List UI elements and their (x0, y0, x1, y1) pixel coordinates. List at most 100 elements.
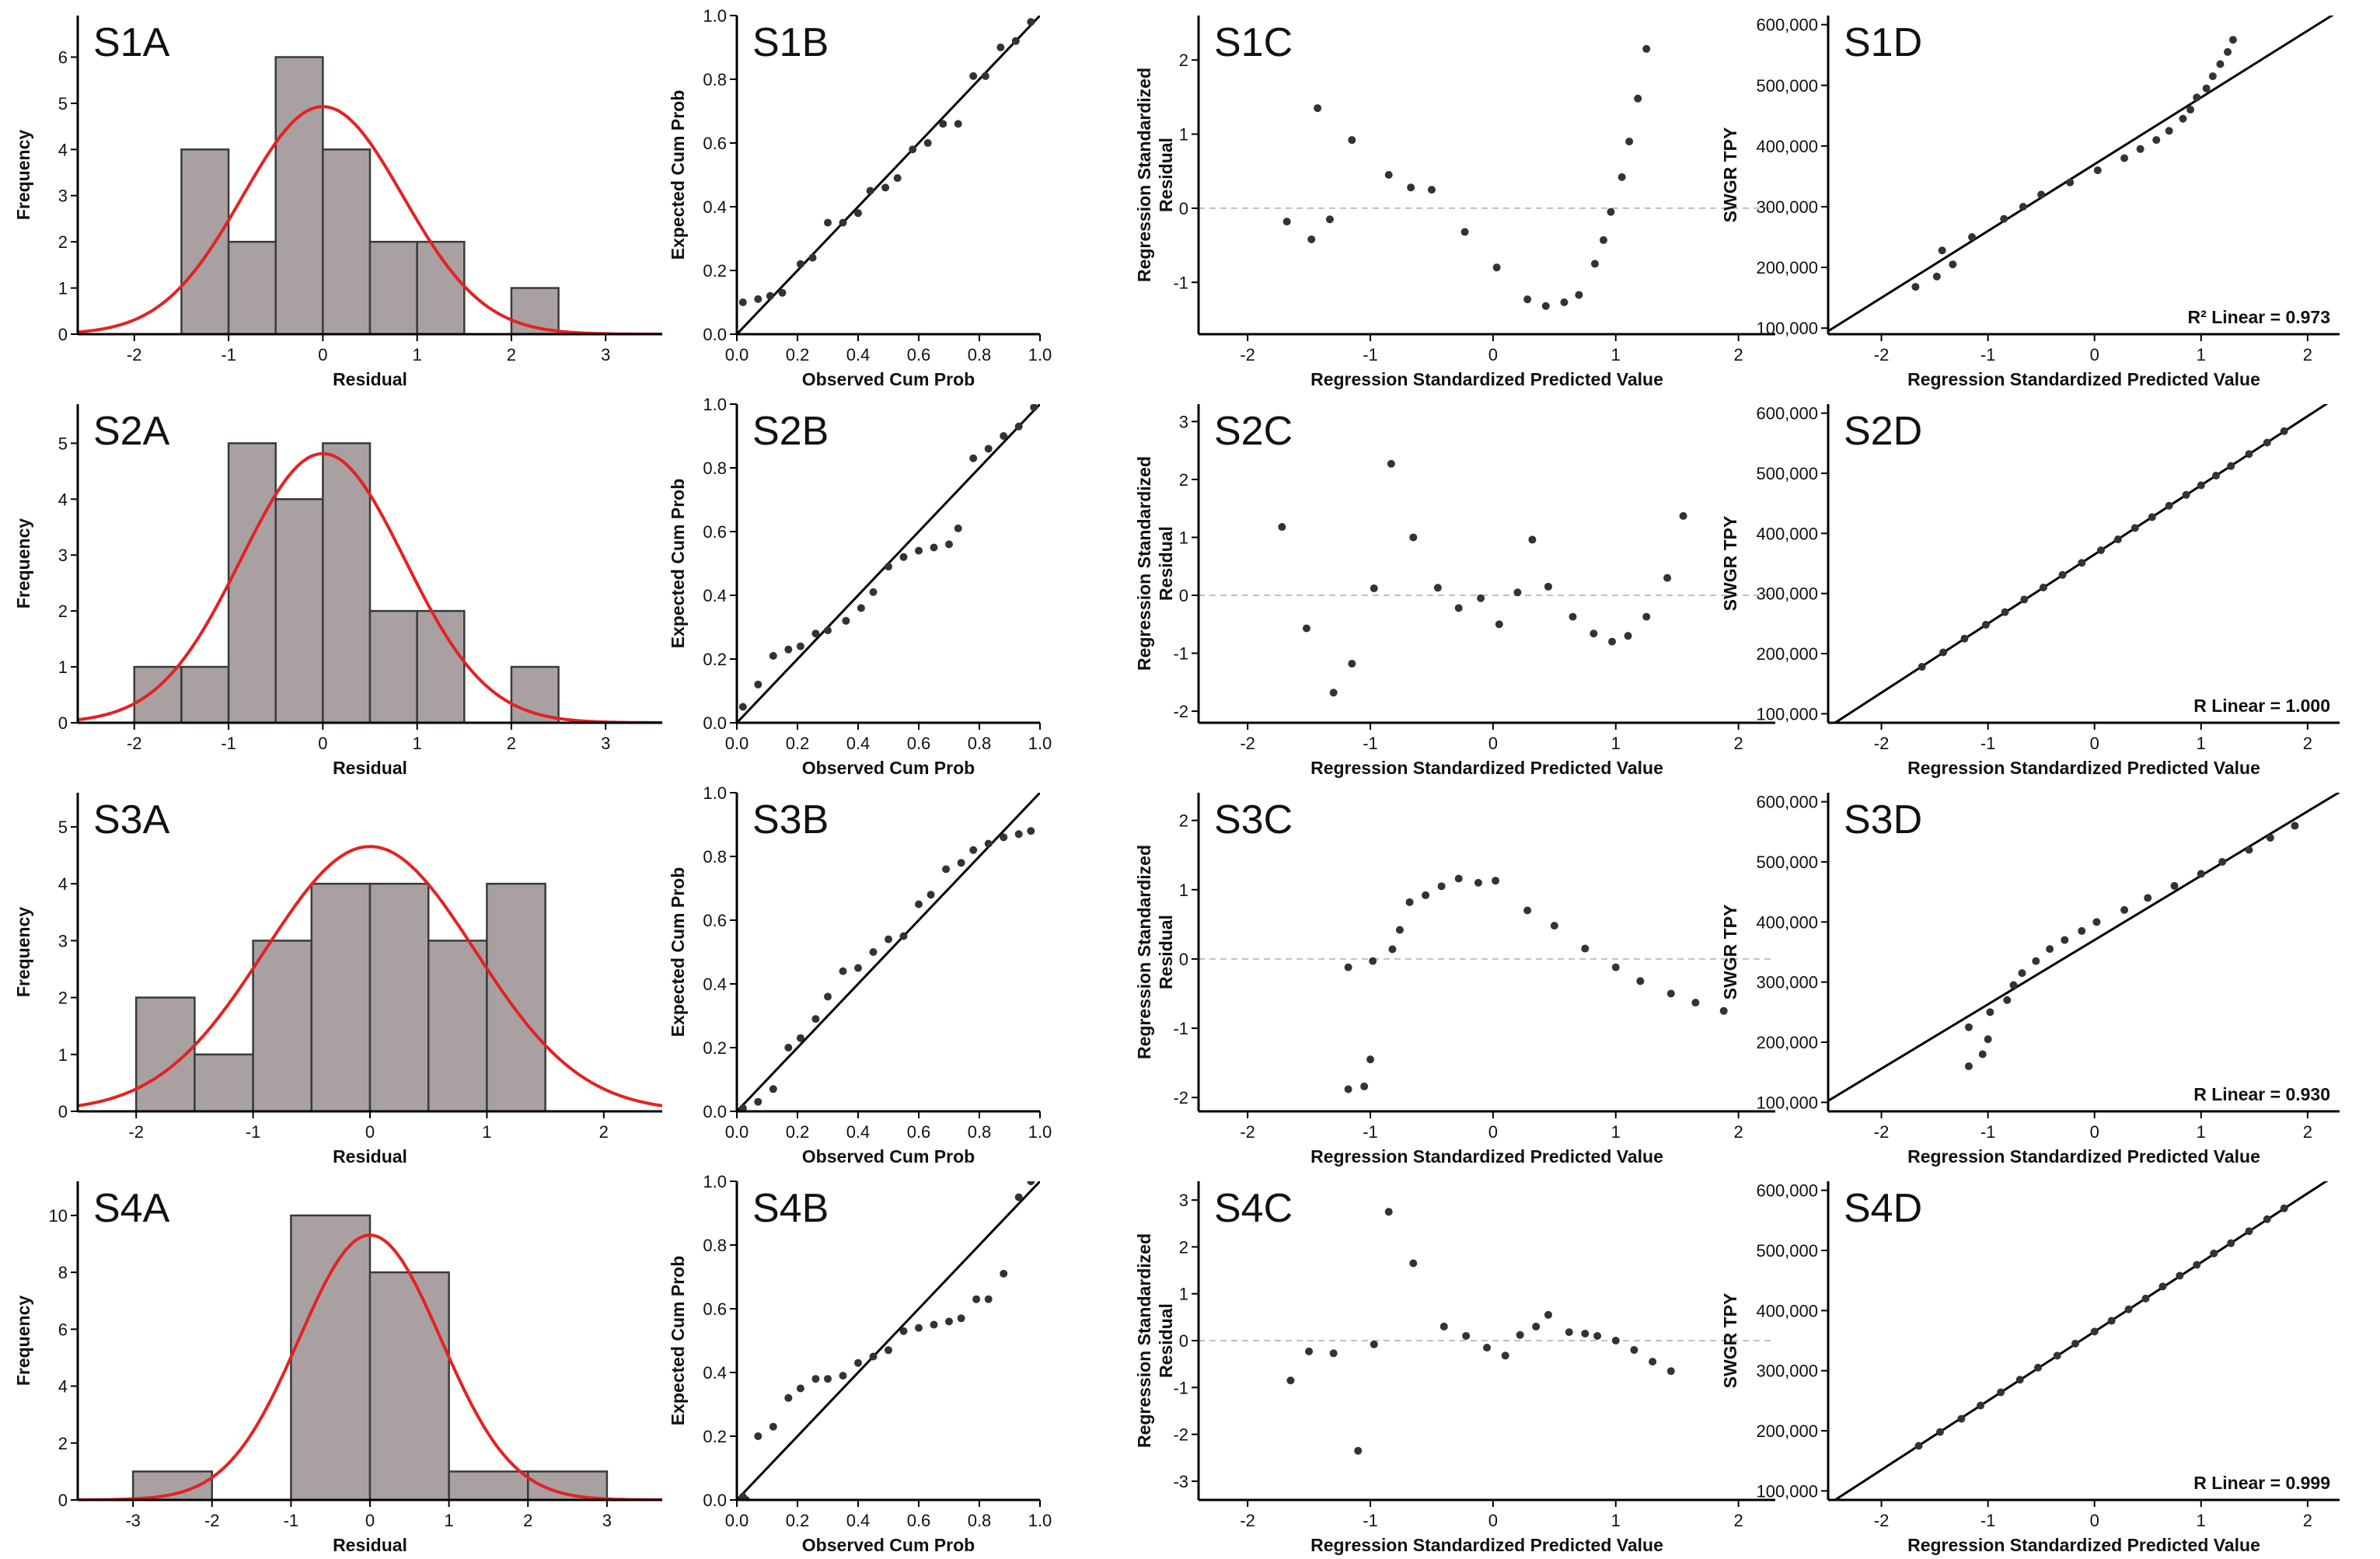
y-tick-label: 0.4 (703, 586, 727, 605)
data-point (869, 588, 878, 596)
y-tick-label: 400,000 (1756, 1301, 1818, 1320)
x-tick-label: 0.6 (907, 734, 931, 753)
data-point (2263, 438, 2271, 447)
y-tick-label: 0 (58, 1491, 68, 1510)
panel-s2b: 0.0 0.2 0.4 0.6 0.8 1.0 0.0 0.2 0.4 0.6 0.8 1.0 Obse… (668, 395, 1052, 778)
data-point (1625, 138, 1634, 146)
y-axis-title-line: Residual (1156, 138, 1176, 212)
data-point (885, 1346, 892, 1355)
y-tick-label: 3 (1179, 412, 1188, 431)
x-tick-label: -2 (1240, 345, 1255, 364)
x-tick-label: -1 (1363, 1511, 1378, 1530)
y-tick-label: 0.2 (703, 261, 727, 281)
data-point (885, 935, 892, 943)
data-point (2280, 1204, 2288, 1212)
y-tick-label: 600,000 (1756, 16, 1818, 35)
data-point (1454, 874, 1463, 883)
data-point (1516, 1331, 1524, 1339)
data-point (784, 645, 793, 654)
data-point (1914, 1442, 1923, 1450)
data-point (1395, 926, 1404, 934)
data-point (909, 145, 917, 154)
x-tick-label: 1.0 (1028, 345, 1052, 364)
x-tick-label: 0.8 (968, 734, 992, 753)
x-tick-label: 0.0 (725, 345, 749, 364)
x-tick-label: 0.2 (786, 1122, 810, 1142)
data-point (1437, 882, 1446, 891)
y-tick-label: 0.0 (703, 1491, 727, 1510)
x-tick-label: 1 (444, 1511, 453, 1530)
data-point (2280, 427, 2288, 435)
x-axis-title: Regression Standardized Predicted Value (1310, 1535, 1663, 1555)
data-point (808, 253, 817, 262)
histogram-bar (427, 940, 488, 1111)
data-point (1000, 1269, 1008, 1278)
data-point (1986, 1008, 1994, 1017)
y-tick-label: 2 (1179, 811, 1188, 831)
data-point (915, 900, 923, 909)
data-point (2228, 36, 2237, 44)
data-point (1541, 302, 1550, 310)
x-tick-label: 0 (1488, 1511, 1498, 1530)
x-tick-label: 1.0 (1028, 734, 1052, 753)
panel-label: S3D (1844, 797, 1922, 842)
histogram-bar (274, 498, 324, 723)
x-tick-label: 1 (2197, 1122, 2206, 1142)
x-tick-label: -1 (221, 734, 236, 753)
y-tick-label: 500,000 (1756, 853, 1818, 872)
data-point (1523, 295, 1532, 304)
x-tick-label: 0 (2090, 1122, 2099, 1142)
data-point (1550, 922, 1558, 930)
data-point (2245, 450, 2253, 459)
y-tick-label: 5 (58, 94, 68, 113)
data-point (1011, 37, 1020, 45)
y-tick-label: 200,000 (1756, 644, 1818, 664)
data-point (1314, 104, 1322, 113)
y-tick-label: 0.0 (703, 1102, 727, 1121)
r-squared-label: R Linear = 1.000 (2193, 696, 2330, 716)
x-tick-label: -3 (125, 1511, 141, 1530)
plot-area (737, 404, 1040, 723)
data-point (923, 139, 932, 147)
data-point (1014, 830, 1023, 839)
y-tick-label: 500,000 (1756, 1241, 1818, 1261)
y-tick-label: 0.8 (703, 1236, 727, 1255)
normal-curve (78, 452, 662, 723)
data-point (1960, 634, 1969, 643)
data-point (2000, 214, 2008, 223)
data-point (1462, 1331, 1471, 1340)
y-tick-label: 100,000 (1756, 319, 1818, 338)
x-tick-label: 1 (413, 734, 422, 753)
data-point (1663, 574, 1672, 582)
data-point (754, 1432, 763, 1440)
data-point (1460, 228, 1469, 236)
histogram-bar (368, 882, 430, 1111)
data-point (839, 967, 847, 975)
data-point (1528, 535, 1537, 544)
data-point (1513, 588, 1522, 597)
data-point (1611, 1337, 1620, 1345)
data-point (1939, 648, 1948, 657)
data-point (1691, 999, 1700, 1007)
normal-curve (78, 845, 662, 1107)
y-tick-label: 500,000 (1756, 464, 1818, 483)
x-tick-label: -2 (1874, 1122, 1890, 1142)
reference-line (737, 16, 1040, 334)
y-tick-label: 2 (1179, 51, 1188, 70)
x-tick-label: -2 (128, 1122, 144, 1142)
data-point (893, 174, 902, 183)
x-tick-label: -2 (204, 1511, 220, 1530)
y-tick-label: 0.8 (703, 459, 727, 478)
y-axis-title: SWGR TPY (1720, 127, 1740, 223)
x-tick-label: 1 (2197, 1511, 2206, 1530)
y-tick-label: 0.6 (703, 522, 727, 542)
data-point (1027, 18, 1035, 26)
data-point (2165, 127, 2173, 135)
y-tick-label: 2 (58, 232, 68, 252)
data-point (738, 1104, 747, 1111)
data-point (769, 1085, 777, 1093)
data-point (769, 651, 777, 660)
data-point (984, 445, 993, 453)
data-point (1492, 877, 1500, 885)
y-axis-title: Frequency (13, 1296, 33, 1386)
